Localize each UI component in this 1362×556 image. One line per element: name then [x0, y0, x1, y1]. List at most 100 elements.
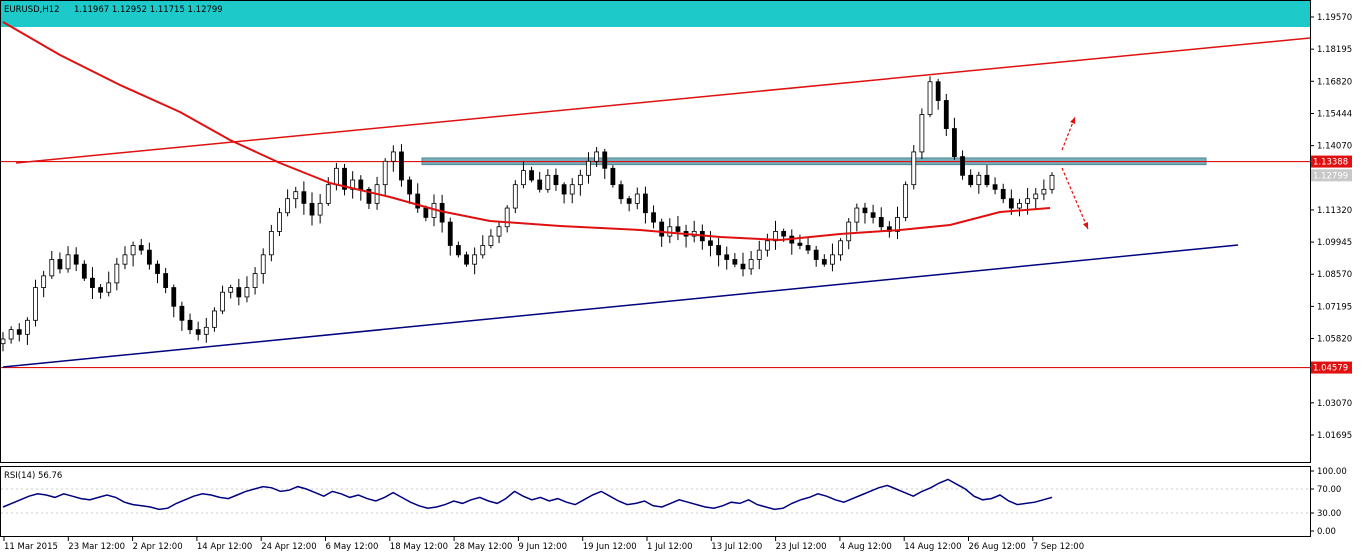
- candle-body: [252, 273, 258, 288]
- time-tick-label: 13 Jul 12:00: [711, 542, 762, 552]
- rsi-label: RSI(14) 56.76: [4, 471, 62, 481]
- candle-body: [651, 212, 656, 223]
- candle-body: [764, 240, 770, 251]
- candle-body: [821, 259, 827, 265]
- candle-body: [358, 179, 364, 190]
- time-tick-label: 2 Apr 12:00: [133, 542, 183, 552]
- candle-body: [569, 184, 575, 195]
- rsi-line: [2, 478, 1053, 511]
- candle-body: [643, 193, 648, 214]
- candle-body: [862, 207, 868, 214]
- candle-body: [301, 191, 307, 204]
- candle-body: [561, 184, 567, 195]
- candle-body: [748, 259, 754, 270]
- candle-body: [1033, 193, 1039, 200]
- candle-body: [708, 240, 713, 246]
- moving-average-line: [2, 21, 1051, 241]
- candle-body: [1008, 198, 1014, 209]
- candle-body: [41, 275, 47, 288]
- time-tick-label: 28 May 12:00: [454, 542, 512, 552]
- candle-body: [455, 245, 461, 256]
- candle-body: [106, 282, 112, 293]
- candle-body: [960, 156, 965, 176]
- time-tick-label: 14 Aug 12:00: [904, 542, 961, 552]
- time-tick-label: 9 Jun 12:00: [518, 542, 567, 552]
- candle-body: [675, 226, 681, 232]
- candle-body: [122, 254, 128, 265]
- candle-body: [350, 179, 356, 190]
- candle-body: [813, 249, 819, 260]
- upper-trendline: [15, 37, 1311, 164]
- rsi-tick-label: 0.00: [1317, 527, 1336, 537]
- candle-body: [976, 174, 982, 186]
- time-tick-label: 6 May 12:00: [326, 542, 379, 552]
- price-tick-label: 1.16820: [1317, 77, 1352, 87]
- candle-body: [830, 254, 835, 265]
- candle-body: [317, 202, 323, 216]
- candle-body: [472, 254, 478, 265]
- candle-body: [529, 170, 534, 181]
- candle-body: [911, 151, 917, 186]
- time-tick-label: 11 Mar 2015: [4, 542, 58, 552]
- candle-body: [781, 231, 787, 237]
- candle-body: [1017, 202, 1022, 209]
- candle-body: [992, 184, 998, 190]
- time-tick-label: 24 Apr 12:00: [261, 542, 316, 552]
- candle-body: [504, 207, 510, 228]
- price-tick-label: 1.09945: [1317, 238, 1352, 248]
- candle-body: [610, 167, 616, 186]
- candle-body: [464, 254, 469, 265]
- candle-body: [220, 291, 225, 312]
- candle-body: [716, 245, 721, 256]
- candle-body: [626, 198, 632, 204]
- price-tick-label: 1.03070: [1317, 399, 1352, 409]
- rsi-tick-label: 30.00: [1317, 509, 1341, 519]
- candle-body: [33, 287, 38, 321]
- symbol-label: EURUSD,H12: [4, 5, 60, 15]
- candle-body: [342, 167, 347, 190]
- candle-body: [293, 191, 299, 200]
- candle-body: [16, 329, 22, 335]
- candle-body: [878, 217, 884, 228]
- symbol-banner: [1, 1, 1310, 27]
- lower-trendline: [2, 244, 1239, 368]
- candle-body: [285, 198, 291, 214]
- resistance-price-tag: [1311, 155, 1352, 168]
- ohlc-label: 1.11967 1.12952 1.11715 1.12799: [74, 5, 223, 15]
- candle-body: [90, 277, 95, 288]
- candle-body: [838, 240, 843, 256]
- candle-body: [73, 254, 79, 265]
- price-tick-label: 1.18195: [1317, 45, 1352, 55]
- candle-body: [732, 259, 738, 265]
- candle-body: [724, 254, 730, 260]
- candle-body: [846, 221, 852, 242]
- price-tick-label: 1.01695: [1317, 431, 1352, 441]
- candle-body: [740, 263, 746, 270]
- candle-body: [236, 287, 242, 298]
- candle-body: [545, 174, 551, 190]
- candle-body: [553, 174, 559, 186]
- candle-body: [65, 254, 71, 270]
- candle-body: [805, 245, 811, 251]
- candle-body: [98, 287, 103, 293]
- candle-body: [8, 329, 14, 340]
- current-price-tag-text: 1.12799: [1313, 171, 1348, 181]
- candle-body: [773, 231, 778, 242]
- candle-body: [309, 202, 315, 216]
- candle-body: [968, 174, 974, 186]
- candle-body: [943, 100, 949, 129]
- candle-body: [602, 151, 608, 169]
- candle-body: [496, 226, 502, 237]
- arrow-down: [1061, 167, 1089, 230]
- candle-body: [212, 310, 217, 328]
- time-tick-label: 14 Apr 12:00: [197, 542, 252, 552]
- support-price-tag-text: 1.04579: [1313, 364, 1348, 374]
- price-tick-label: 1.19570: [1317, 13, 1352, 23]
- candle-body: [870, 212, 876, 218]
- candle-body: [919, 114, 925, 153]
- candle-body: [81, 263, 87, 279]
- candle-body: [952, 128, 957, 158]
- candle-body: [903, 184, 909, 218]
- time-tick-label: 1 Jul 12:00: [647, 542, 693, 552]
